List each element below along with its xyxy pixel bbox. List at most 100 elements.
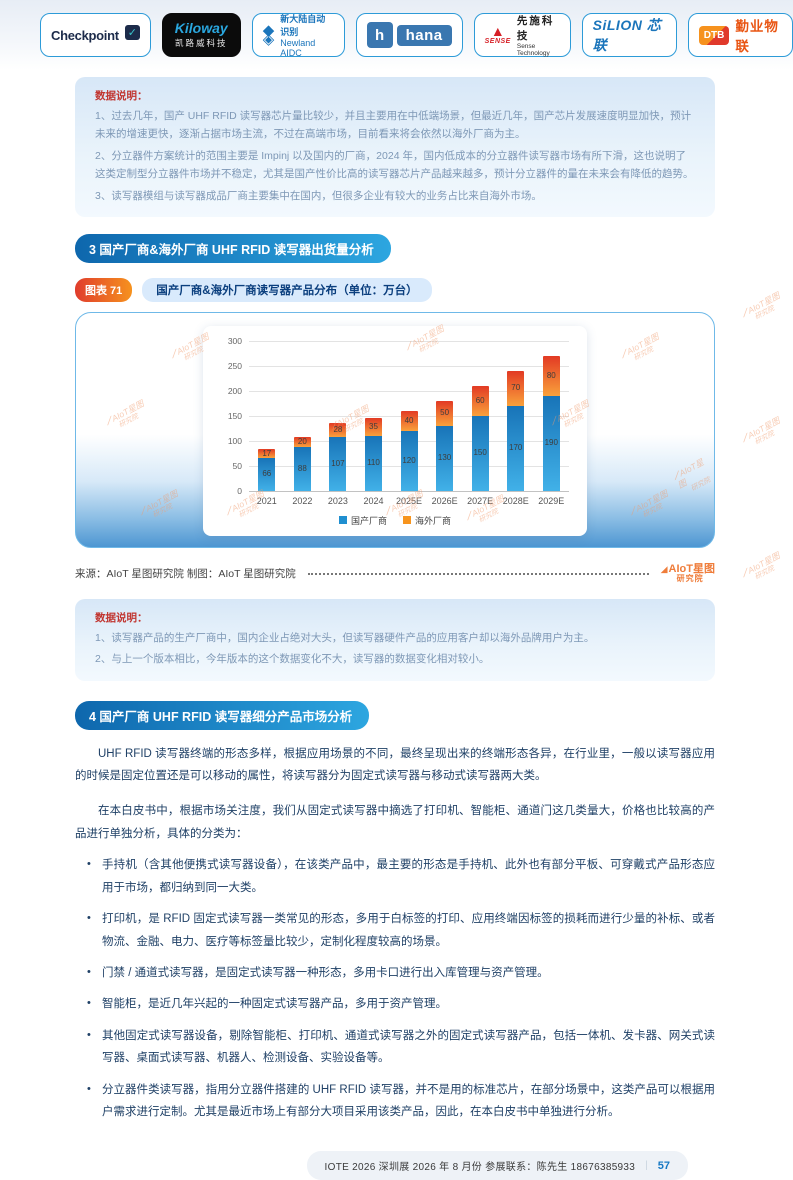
dtb-cn-label: 勤业物联	[735, 19, 779, 54]
bar-segment: 80	[542, 355, 560, 396]
y-tick-label: 0	[237, 485, 242, 496]
data-notes-box-1: 数据说明： 1、过去几年，国产 UHF RFID 读写器芯片量比较少，并且主要用…	[75, 77, 715, 217]
bar-segment: 40	[400, 410, 418, 431]
bar-value-label: 28	[333, 425, 343, 435]
aiot-xingtu-logo: AIoT星图 研究院	[661, 563, 715, 584]
dtb-badge: DTB	[698, 25, 730, 45]
bar-segment: 66	[258, 457, 276, 491]
note-title: 数据说明：	[95, 90, 148, 102]
bar: 35 110	[356, 341, 392, 491]
note-title: 数据说明：	[95, 611, 148, 624]
gridline	[249, 390, 569, 392]
section-4-header: 4 国产厂商 UHF RFID 读写器细分产品市场分析	[75, 700, 370, 730]
kiloway-cn-label: 凯路威科技	[174, 37, 228, 48]
x-tick-label: 2026E	[431, 495, 458, 506]
bar: 17 66	[249, 341, 285, 491]
footer-text: IOTE 2026 深圳展 2026 年 8 月份 参展联系：陈先生 18676…	[324, 1162, 636, 1174]
page-footer: IOTE 2026 深圳展 2026 年 8 月份 参展联系：陈先生 18676…	[306, 1151, 688, 1180]
legend-swatch	[338, 516, 347, 525]
bar-value-label: 35	[369, 422, 378, 432]
x-tick-label: 2022	[292, 495, 313, 506]
silion-wordmark: SiLION 芯联	[592, 17, 662, 53]
bar: 40 120	[391, 341, 427, 491]
checkmark-icon: ✓	[124, 24, 140, 40]
bar-segment: 170	[507, 405, 525, 491]
bar-segment: 107	[329, 437, 347, 491]
logo-silion: SiLION 芯联	[581, 13, 677, 57]
bar-segment: 110	[364, 435, 382, 491]
bullet-item: 其他固定式读写器设备，剔除智能柜、打印机、通道式读写器之外的固定式读写器产品，包…	[75, 1025, 715, 1070]
paragraph: 在本白皮书中，根据市场关注度，我们从固定式读写器中摘选了打印机、智能柜、通道门这…	[75, 805, 715, 840]
bullet-item: 门禁 / 通道式读写器，是固定式读写器一种形态，多用卡口进行出入库管理与资产管理…	[75, 962, 715, 984]
bar-segment: 17	[258, 449, 276, 458]
bullet-item: 打印机，是 RFID 固定式读写器一类常见的形态，多用于白标签的打印、应用终端因…	[75, 908, 715, 953]
bullet-list: 手持机（含其他便携式读写器设备），在该类产品中，最主要的形态是手持机、此外也有部…	[75, 854, 715, 1123]
x-tick-label: 2029E	[538, 495, 565, 506]
bullet-item: 分立器件类读写器，指用分立器件搭建的 UHF RFID 读写器，并不是用的标准芯…	[75, 1079, 715, 1124]
bar-value-label: 88	[297, 463, 307, 473]
chart-y-axis: 0 50 100 150 200 250 300	[221, 336, 249, 496]
dotted-divider	[307, 572, 649, 575]
stacked-bar-chart: 0 50 100 150 200 250 300 17 66 20 88 28 107 35 110 40 1…	[203, 325, 587, 536]
bar-value-label: 170	[509, 443, 523, 453]
bar-value-label: 66	[262, 469, 272, 479]
footer-divider: |	[645, 1160, 648, 1172]
bullet-item: 手持机（含其他便携式读写器设备），在该类产品中，最主要的形态是手持机、此外也有部…	[75, 854, 715, 899]
bar: 70 170	[498, 341, 534, 491]
bar-value-label: 40	[404, 415, 414, 425]
data-notes-box-2: 数据说明： 1、读写器产品的生产厂商中，国内企业占绝对大头，但读写器硬件产品的应…	[75, 598, 715, 681]
bar-segment: 190	[542, 395, 560, 491]
bar-segment: 88	[293, 446, 311, 491]
x-tick-label: 2024	[363, 495, 384, 506]
legend-item: 国产厂商	[338, 514, 387, 527]
bar-value-label: 190	[544, 438, 558, 448]
logo-sense: ▲ SENSE 先施科技 Sense Technology	[473, 13, 571, 57]
bar-segment: 150	[471, 415, 489, 491]
bar: 50 130	[427, 341, 463, 491]
bar-segment: 70	[507, 370, 525, 406]
newland-cn-label: 新大陆自动识别	[280, 14, 326, 37]
bar: 28 107	[320, 341, 356, 491]
bar-value-label: 130	[437, 453, 452, 463]
page-number: 57	[657, 1159, 670, 1172]
legend-item: 海外厂商	[403, 514, 451, 527]
x-tick-label: 2021	[256, 495, 277, 506]
bar-value-label: 120	[402, 455, 416, 465]
bar-value-label: 70	[511, 383, 521, 393]
figure-badge: 图表 71	[75, 277, 133, 302]
logo-kiloway: Kiloway 凯路威科技	[161, 13, 241, 57]
y-tick-label: 150	[227, 410, 242, 421]
logo-newland: ◆ ◈ 新大陆自动识别 Newland AIDC	[251, 13, 345, 58]
legend-swatch	[403, 516, 411, 525]
x-tick-label: 2028E	[502, 495, 529, 506]
section-3-header: 3 国产厂商&海外厂商 UHF RFID 读写器出货量分析	[75, 233, 391, 263]
bar-value-label: 110	[367, 458, 380, 468]
y-tick-label: 300	[227, 335, 242, 346]
chart-frame: 0 50 100 150 200 250 300 17 66 20 88 28 107 35 110 40 1…	[75, 311, 715, 548]
bar-segment: 20	[293, 436, 311, 447]
x-tick-label: 2025E	[396, 495, 423, 506]
gridline	[249, 365, 569, 367]
bar: 80 190	[534, 341, 570, 491]
logo-dtb: DTB 勤业物联	[687, 13, 793, 57]
chart-legend: 国产厂商 海外厂商	[221, 514, 569, 527]
bar-segment: 50	[436, 400, 454, 426]
bullet-item: 智能柜，是近几年兴起的一种固定式读写器产品，多用于资产管理。	[75, 993, 715, 1015]
note-item: 2、分立器件方案统计的范围主要是 Impinj 以及国内的厂商，2024 年，国…	[95, 149, 694, 181]
bar-value-label: 107	[331, 459, 345, 469]
bar-value-label: 20	[297, 436, 307, 446]
gridline	[249, 340, 569, 342]
paragraph: UHF RFID 读写器终端的形态多样，根据应用场景的不同，最终呈现出来的终端形…	[75, 747, 715, 782]
sense-en-label: Sense Technology	[516, 43, 550, 57]
x-tick-label: 2027E	[467, 495, 494, 506]
checkpoint-wordmark: Checkpoint	[51, 27, 119, 43]
triangle-icon: ▲	[490, 23, 505, 40]
diamond-icon: ◆ ◈	[262, 22, 275, 48]
bar-segment: 28	[329, 423, 347, 438]
chart-x-axis: 2021 2022 2023 2024 2025E 2026E 2027E 2028E 2029…	[249, 496, 569, 506]
gridline	[249, 490, 569, 492]
bar-value-label: 80	[546, 370, 556, 380]
